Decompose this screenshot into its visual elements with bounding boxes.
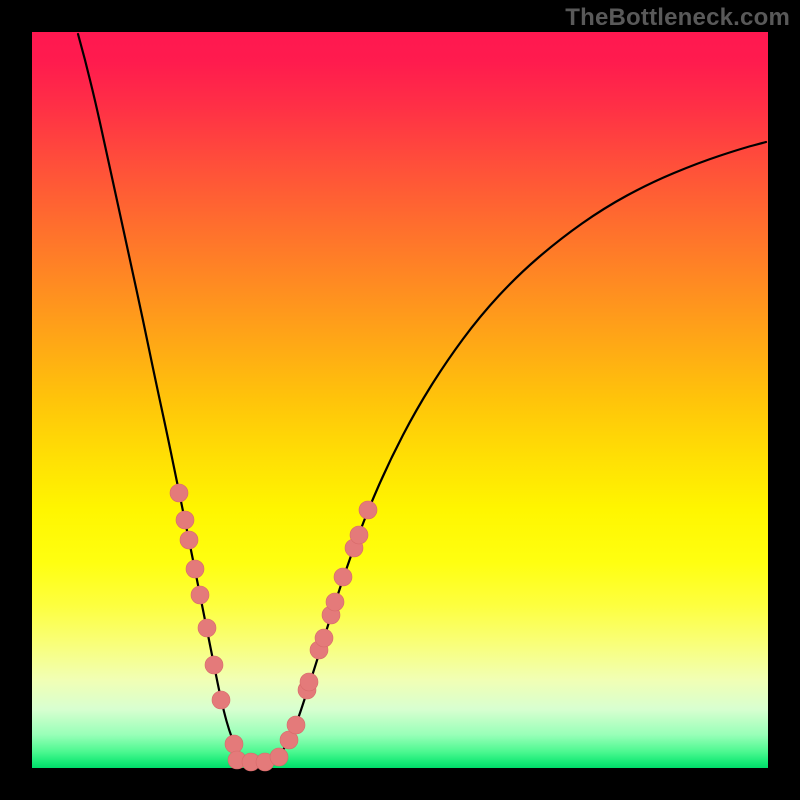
data-dot	[350, 526, 368, 544]
chart-svg	[0, 0, 800, 800]
data-dot	[315, 629, 333, 647]
data-dot	[186, 560, 204, 578]
data-dot	[205, 656, 223, 674]
data-dot	[191, 586, 209, 604]
chart-root: TheBottleneck.com	[0, 0, 800, 800]
data-dot	[326, 593, 344, 611]
data-dot	[359, 501, 377, 519]
data-dot	[225, 735, 243, 753]
data-dot	[287, 716, 305, 734]
data-dot	[170, 484, 188, 502]
watermark-text: TheBottleneck.com	[565, 4, 790, 32]
gradient-panel	[32, 32, 768, 768]
data-dot	[180, 531, 198, 549]
data-dot	[176, 511, 194, 529]
data-dot	[198, 619, 216, 637]
data-dot	[212, 691, 230, 709]
data-dot	[334, 568, 352, 586]
data-dot	[270, 748, 288, 766]
data-dot	[300, 673, 318, 691]
